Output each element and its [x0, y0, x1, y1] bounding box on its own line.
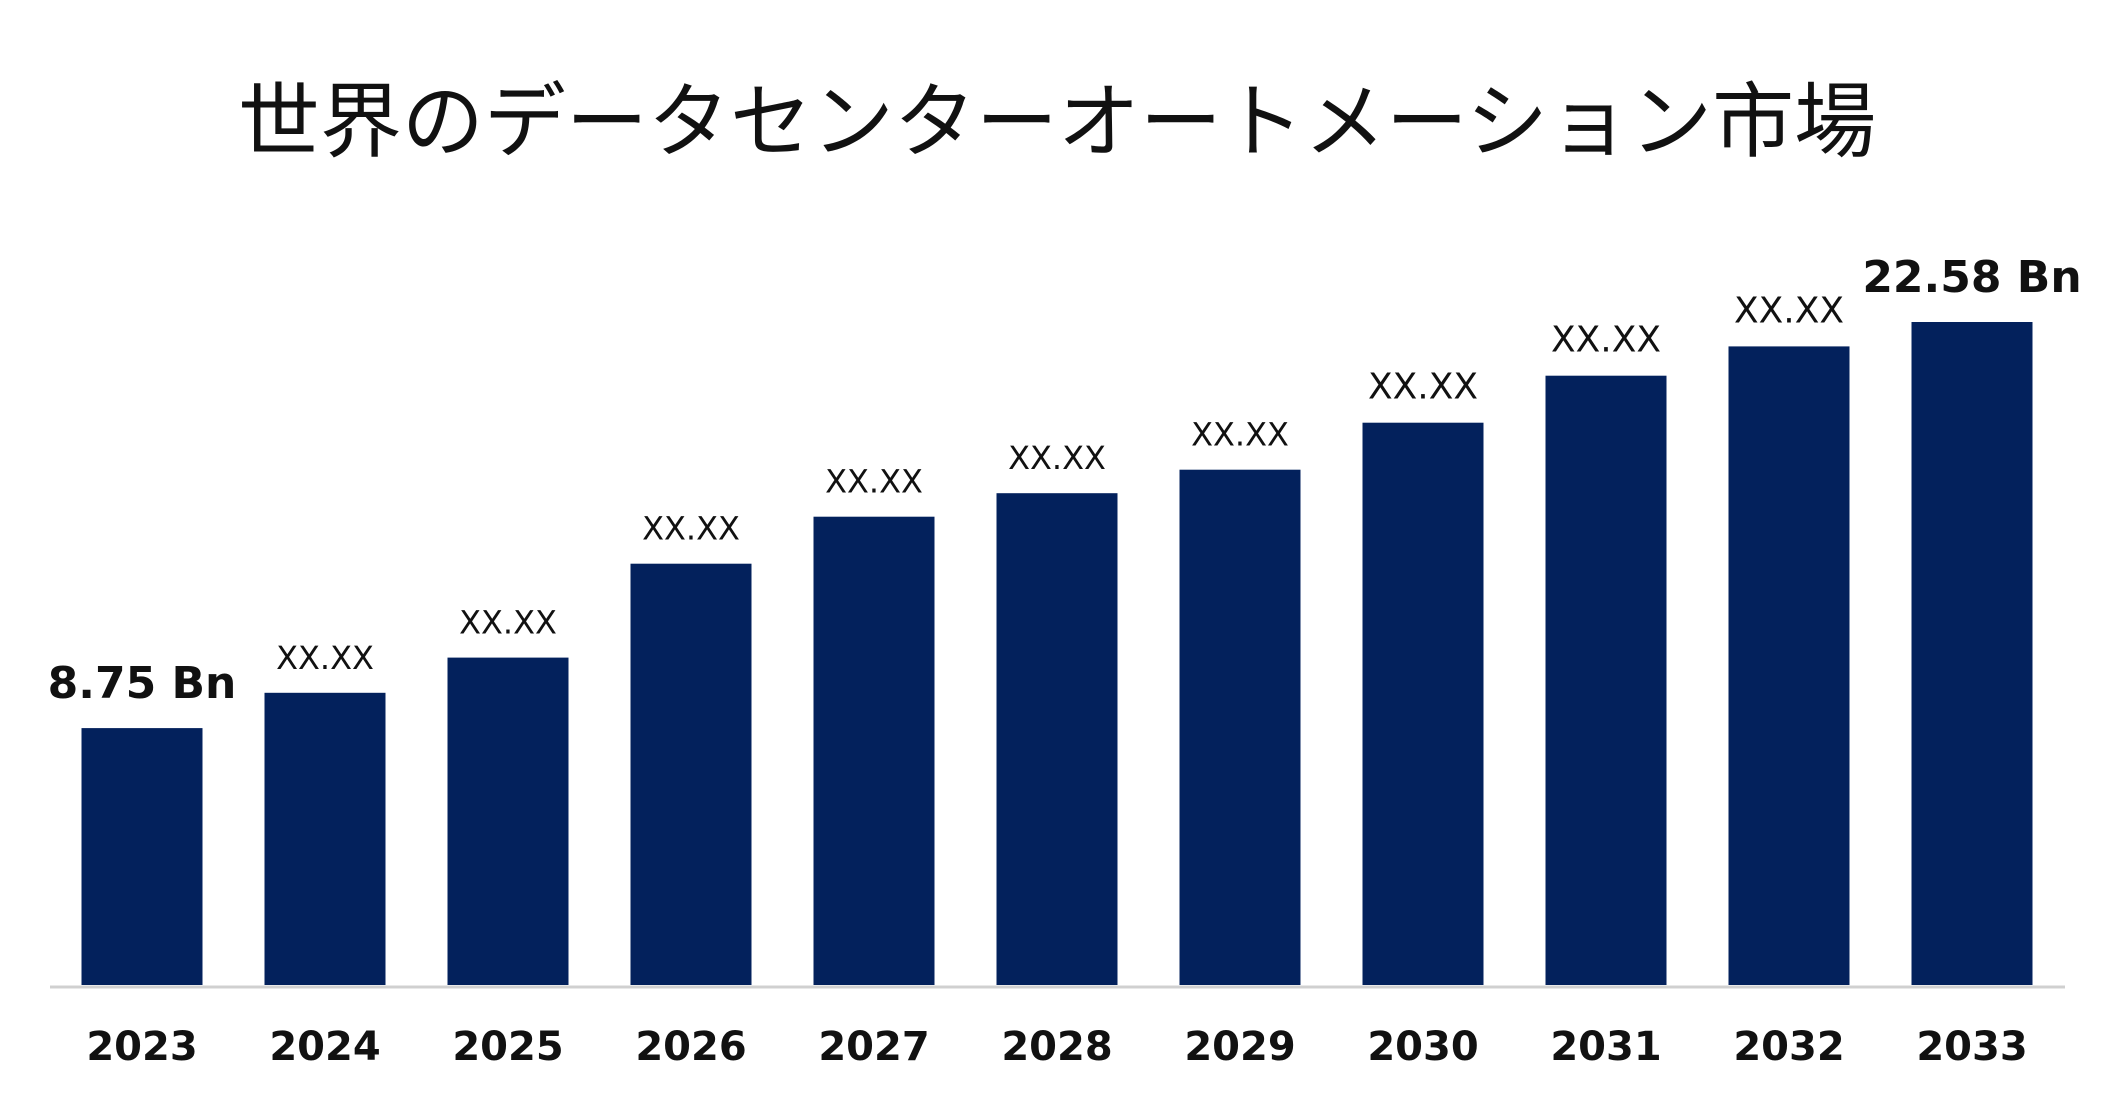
data-label-2026: XX.XX [642, 510, 740, 548]
data-label-2032: XX.XX [1734, 290, 1844, 331]
x-tick-label-2028: 2028 [1001, 1024, 1112, 1070]
data-label-2031: XX.XX [1551, 320, 1661, 361]
bar-2026 [630, 563, 752, 985]
bar-2032 [1728, 346, 1850, 985]
data-label-2024: XX.XX [276, 639, 374, 677]
data-label-2027: XX.XX [825, 463, 923, 501]
bar-2024 [264, 692, 386, 985]
x-tick-label-2026: 2026 [635, 1024, 746, 1070]
x-tick-label-2027: 2027 [818, 1024, 929, 1070]
value-labels-layer: 8.75 Bn XX.XX XX.XX XX.XX XX.XX XX.XX XX.XX XX.… [48, 252, 2082, 709]
data-label-2023: 8.75 Bn [48, 658, 237, 709]
data-label-2028: XX.XX [1008, 439, 1106, 477]
x-tick-label-2023: 2023 [86, 1024, 197, 1070]
x-tick-label-2031: 2031 [1550, 1024, 1661, 1070]
data-label-2025: XX.XX [459, 604, 557, 642]
data-label-2030: XX.XX [1368, 367, 1478, 408]
data-label-2033: 22.58 Bn [1862, 252, 2081, 303]
x-tick-labels: 2023 2024 2025 2026 2027 2028 2029 2030 2031 2032… [86, 1024, 2027, 1070]
bars-layer [81, 322, 2033, 985]
x-tick-label-2030: 2030 [1367, 1024, 1478, 1070]
bar-2023 [81, 728, 203, 985]
bar-2033 [1911, 322, 2033, 985]
bar-2025 [447, 657, 569, 985]
x-tick-label-2033: 2033 [1916, 1024, 2027, 1070]
x-tick-label-2029: 2029 [1184, 1024, 1295, 1070]
data-label-2029: XX.XX [1191, 416, 1289, 454]
bar-2028 [996, 493, 1118, 985]
x-tick-label-2032: 2032 [1733, 1024, 1844, 1070]
bar-2031 [1545, 375, 1667, 985]
bar-2030 [1362, 422, 1484, 985]
chart-title: 世界のデータセンターオートメーション市場 [238, 75, 1876, 170]
bar-2029 [1179, 469, 1301, 985]
bar-2027 [813, 516, 935, 985]
x-tick-label-2024: 2024 [269, 1024, 380, 1070]
x-tick-label-2025: 2025 [452, 1024, 563, 1070]
